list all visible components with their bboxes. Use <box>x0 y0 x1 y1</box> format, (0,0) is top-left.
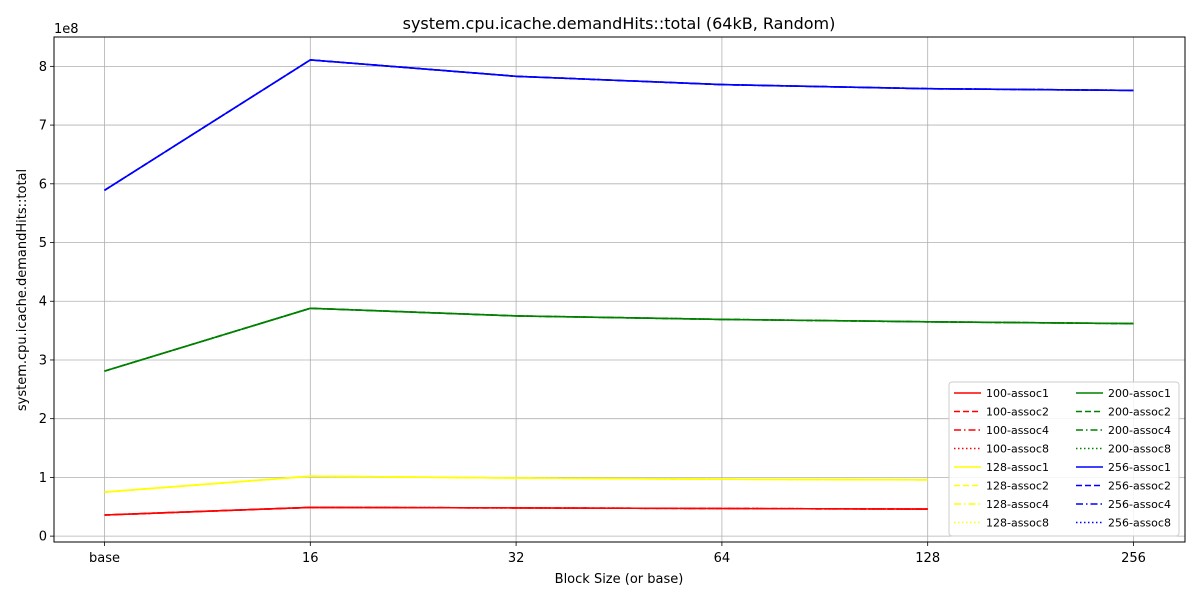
x-tick-label: 256 <box>1121 551 1146 566</box>
series-line-200-assoc8 <box>104 307 1134 372</box>
grid <box>54 37 1185 542</box>
legend-label: 100-assoc4 <box>986 424 1049 437</box>
plot-frame <box>53 36 1186 543</box>
legend-label: 128-assoc8 <box>986 517 1049 530</box>
legend-label: 100-assoc1 <box>986 387 1049 400</box>
legend-label: 200-assoc2 <box>1108 406 1171 419</box>
chart-title: system.cpu.icache.demandHits::total (64k… <box>403 14 836 33</box>
legend-box <box>948 381 1180 537</box>
legend-label: 100-assoc2 <box>986 406 1049 419</box>
y-tick-label: 0 <box>39 530 47 545</box>
legend-label: 200-assoc8 <box>1108 443 1171 456</box>
y-tick-label: 1 <box>39 471 47 486</box>
x-axis-ticks: base 16 32 64 128 256 <box>89 542 1146 566</box>
legend-label: 128-assoc1 <box>986 461 1049 474</box>
series-lines <box>104 59 1134 516</box>
y-offset-label: 1e8 <box>54 22 79 37</box>
y-axis-ticks: 0 1 2 3 4 5 6 7 8 <box>39 60 54 545</box>
y-tick-label: 7 <box>39 119 47 134</box>
y-tick-label: 3 <box>39 353 47 368</box>
series-line-128-assoc8 <box>104 475 928 493</box>
legend-label: 256-assoc2 <box>1108 480 1171 493</box>
legend-label: 128-assoc2 <box>986 480 1049 493</box>
legend: 100-assoc1 100-assoc2 100-assoc4 100-assoc8… <box>948 381 1180 537</box>
legend-label: 200-assoc1 <box>1108 387 1171 400</box>
x-tick-label: 32 <box>508 551 525 566</box>
y-tick-label: 6 <box>39 177 47 192</box>
legend-label: 200-assoc4 <box>1108 424 1171 437</box>
legend-label: 100-assoc8 <box>986 443 1049 456</box>
legend-label: 256-assoc1 <box>1108 461 1171 474</box>
y-tick-label: 5 <box>39 236 47 251</box>
series-line-100-assoc8 <box>104 506 928 516</box>
x-tick-label: 128 <box>915 551 940 566</box>
legend-label: 256-assoc4 <box>1108 498 1171 511</box>
x-tick-label: 16 <box>302 551 319 566</box>
legend-label: 128-assoc4 <box>986 498 1049 511</box>
legend-label: 256-assoc8 <box>1108 517 1171 530</box>
y-tick-label: 4 <box>39 295 47 310</box>
x-tick-label: 64 <box>714 551 731 566</box>
x-tick-label: base <box>89 551 120 566</box>
y-axis-label: system.cpu.icache.demandHits::total <box>15 169 30 411</box>
y-tick-label: 8 <box>39 60 47 75</box>
x-axis-label: Block Size (or base) <box>555 572 684 587</box>
y-tick-label: 2 <box>39 412 47 427</box>
series-line-256-assoc8 <box>104 59 1134 191</box>
